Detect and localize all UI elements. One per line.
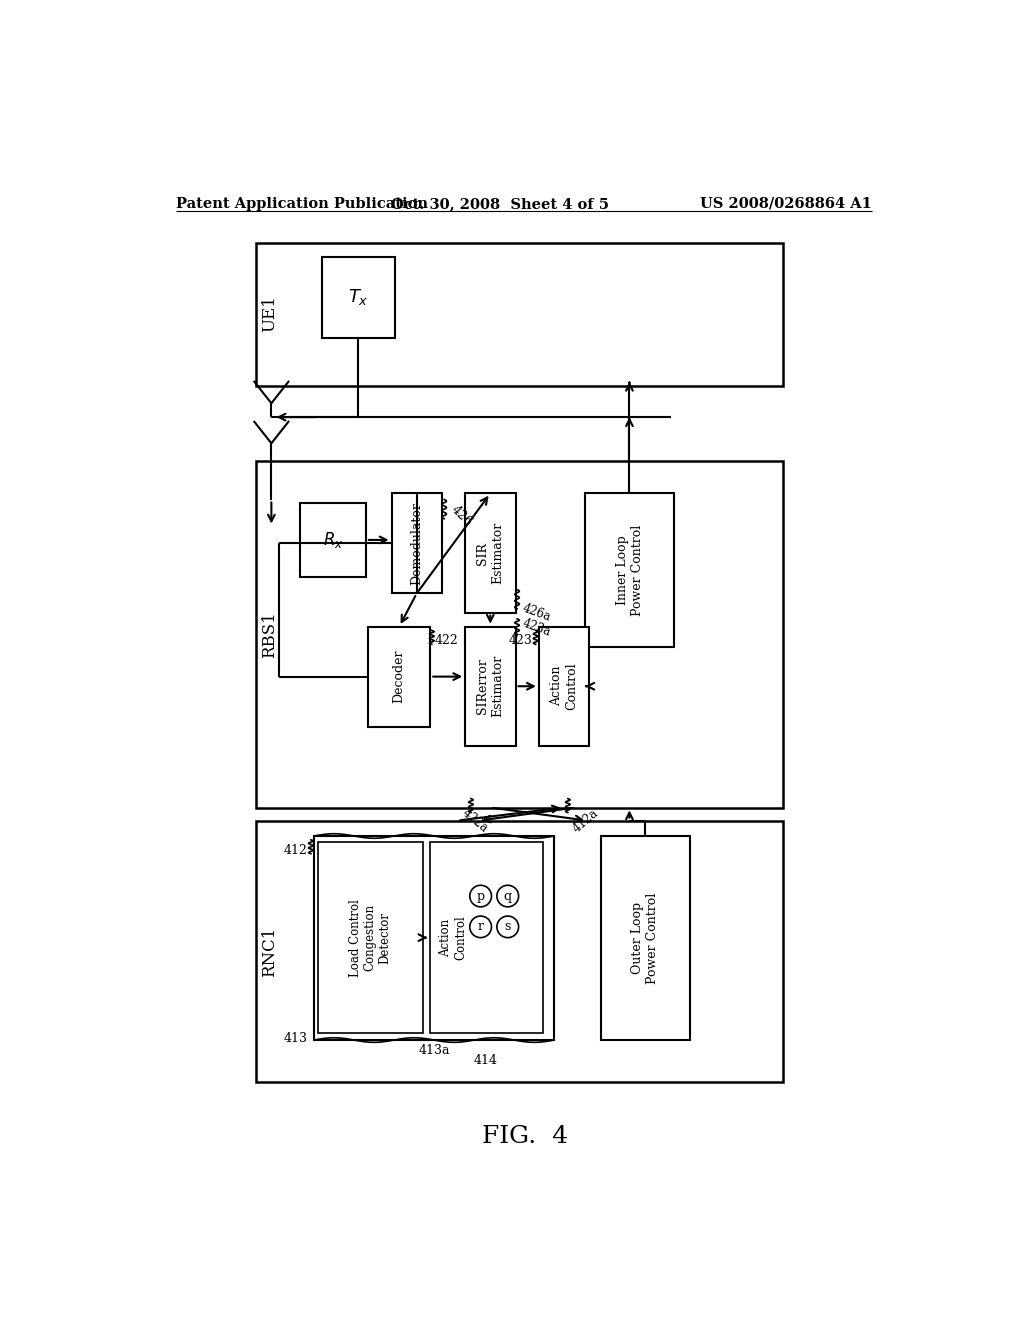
Bar	[256, 821, 783, 1082]
Text: Decoder: Decoder	[393, 649, 406, 704]
Text: US 2008/0268864 A1: US 2008/0268864 A1	[700, 197, 872, 211]
Text: 426: 426	[449, 503, 474, 529]
Bar	[465, 627, 515, 746]
Bar	[256, 243, 783, 385]
Text: 413: 413	[284, 1032, 308, 1045]
Bar	[317, 842, 423, 1034]
Bar	[369, 627, 430, 726]
Text: SIR
Estimator: SIR Estimator	[476, 521, 504, 585]
Text: 423a: 423a	[520, 616, 552, 639]
Bar	[586, 494, 675, 647]
Text: Outer Loop
Power Control: Outer Loop Power Control	[632, 892, 659, 983]
Text: 422a: 422a	[460, 807, 490, 836]
Text: 412a: 412a	[570, 807, 601, 836]
Text: RNC1: RNC1	[261, 927, 279, 977]
Text: 414: 414	[474, 1053, 498, 1067]
Text: Action
Control: Action Control	[550, 663, 578, 710]
Bar	[300, 503, 366, 577]
Text: r: r	[477, 920, 483, 933]
Text: Demodulator: Demodulator	[411, 502, 423, 585]
Text: p: p	[476, 890, 484, 903]
Text: 413a: 413a	[419, 1044, 450, 1057]
Text: Inner Loop
Power Control: Inner Loop Power Control	[615, 525, 644, 616]
Text: q: q	[504, 890, 512, 903]
Text: Patent Application Publication: Patent Application Publication	[176, 197, 428, 211]
Bar	[430, 842, 543, 1034]
Bar	[391, 494, 442, 594]
Text: 412: 412	[284, 843, 308, 857]
Bar	[314, 836, 554, 1040]
Text: 426a: 426a	[520, 601, 552, 623]
Text: SIRerror
Estimator: SIRerror Estimator	[476, 655, 504, 717]
Text: 423: 423	[509, 635, 532, 647]
Bar	[601, 836, 690, 1040]
Text: Action
Control: Action Control	[439, 915, 468, 960]
Text: Load Control
Congestion
Detector: Load Control Congestion Detector	[349, 899, 392, 977]
Bar	[539, 627, 589, 746]
Text: $T_x$: $T_x$	[348, 288, 369, 308]
Bar	[322, 257, 395, 338]
Bar	[256, 461, 783, 808]
Text: $R_x$: $R_x$	[323, 529, 343, 550]
Text: 422: 422	[435, 635, 459, 647]
Text: Oct. 30, 2008  Sheet 4 of 5: Oct. 30, 2008 Sheet 4 of 5	[391, 197, 609, 211]
Text: FIG.  4: FIG. 4	[481, 1125, 568, 1148]
Bar	[465, 494, 515, 612]
Text: RBS1: RBS1	[261, 611, 279, 657]
Text: s: s	[505, 920, 511, 933]
Text: UE1: UE1	[261, 296, 279, 333]
